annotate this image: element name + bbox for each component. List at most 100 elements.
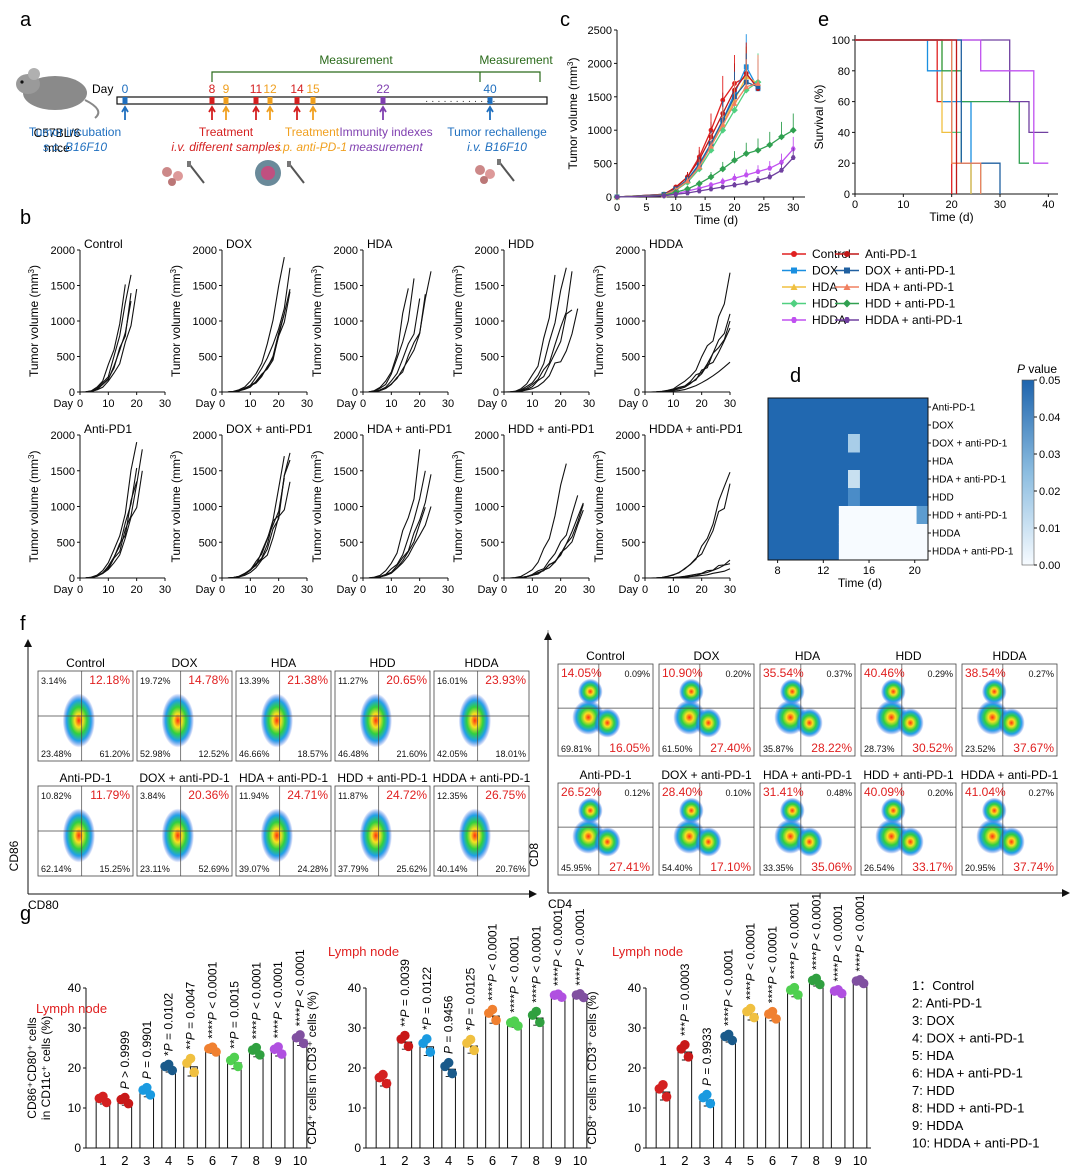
y-tick-label: 500	[594, 159, 612, 171]
y-tick-label: 40	[838, 127, 850, 139]
timeline-day-11: 11	[250, 82, 263, 96]
data-point	[742, 150, 750, 157]
growth-curve	[222, 477, 285, 579]
p-value-label: ****P < 0.0001	[205, 961, 219, 1038]
y-tick-label: 2000	[616, 245, 640, 257]
x-tick-label: 30	[301, 584, 313, 596]
data-point	[614, 194, 620, 200]
data-dot	[229, 1052, 240, 1063]
heatmap-row-label: HDDA	[932, 529, 961, 540]
flow-plot-title: HDA + anti-PD-1	[763, 768, 852, 782]
timeline-day-marker	[209, 97, 215, 104]
data-dot	[553, 989, 563, 999]
subplot-title: HDD	[508, 237, 534, 251]
heatmap-cell	[916, 524, 928, 543]
x-tick-label: 20	[555, 584, 567, 596]
x-axis-label: Day	[477, 398, 497, 410]
x-axis-label: Day	[53, 398, 73, 410]
flow-plot-title: DOX + anti-PD-1	[139, 771, 230, 785]
x-tick-label: 8	[775, 565, 781, 577]
panel-label-d: d	[790, 365, 801, 387]
heatmap-row-label: Anti-PD-1	[932, 403, 976, 414]
legend-label: HDA	[812, 280, 837, 294]
quadrant-lr: 33.17%	[912, 860, 953, 874]
data-dot	[793, 990, 803, 1000]
flow-density	[577, 678, 603, 705]
x-tick-label: 30	[583, 398, 595, 410]
x-tick-label: 0	[77, 398, 83, 410]
timeline-arrow	[379, 105, 387, 120]
y-tick-label: 1000	[334, 502, 358, 514]
quadrant-ul: 41.04%	[965, 785, 1006, 799]
colorbar-tick: 0.03	[1039, 449, 1060, 461]
y-tick-label: 1500	[616, 466, 640, 478]
syringe-icon	[287, 161, 305, 184]
flow-density	[62, 693, 95, 748]
legend-label: HDD	[812, 297, 838, 311]
flow-plot-title: HDA	[795, 649, 820, 663]
y-tick-label: 40	[628, 981, 642, 995]
y-tick-label: 1000	[475, 316, 499, 328]
x-tick-label: 10	[244, 398, 256, 410]
y-tick-label: 500	[199, 537, 217, 549]
y-tick-label: 2000	[616, 430, 640, 442]
timeline-arrow	[309, 105, 317, 120]
bar	[183, 1066, 198, 1149]
data-point	[684, 178, 691, 184]
y-tick-label: 1000	[616, 502, 640, 514]
series-line	[616, 157, 794, 198]
x-tick-label: 1	[379, 1153, 386, 1168]
quadrant-lr: 21.60%	[396, 749, 427, 759]
heatmap-row-label: HDA + anti-PD-1	[932, 475, 1007, 486]
data-dot	[789, 982, 800, 993]
y-tick-label: 2000	[51, 430, 75, 442]
quadrant-ul: 11.27%	[338, 676, 368, 686]
growth-curve	[363, 474, 432, 579]
growth-subplot: 0 500 1000 1500 2000 0 10 20 30 Day HDA + anti-PD1…	[310, 422, 454, 596]
bar	[397, 1041, 413, 1149]
heatmap-cell	[838, 524, 851, 543]
quadrant-ur: 20.36%	[188, 788, 229, 802]
legend-marker	[844, 251, 850, 257]
flow-density	[897, 708, 924, 738]
y-axis-label: Tumor volume (mm3)	[310, 265, 324, 377]
survival-curve	[855, 39, 958, 194]
quadrant-ll: 45.95%	[561, 863, 592, 873]
quadrant-ur: 0.48%	[826, 788, 852, 798]
x-tick-label: 10	[385, 398, 397, 410]
p-value-label: ****P < 0.0001	[249, 962, 263, 1039]
bar	[765, 1015, 780, 1149]
growth-curve	[79, 481, 138, 579]
heatmap-cell	[893, 542, 906, 561]
x-tick-label: 16	[863, 565, 875, 577]
x-tick-label: 8	[813, 1153, 820, 1168]
group-legend-item: 3: DOX	[912, 1013, 955, 1028]
flow-density	[62, 808, 95, 863]
p-value-label: ****P < 0.0001	[271, 961, 285, 1038]
growth-subplot: 0 500 1000 1500 2000 0 10 20 30 Day HDA Tumor volum…	[310, 237, 454, 410]
data-point	[731, 106, 738, 114]
flow-x-axis-label: CD4	[548, 897, 572, 911]
x-tick-label: 0	[852, 199, 858, 211]
flow-density	[796, 708, 823, 738]
data-point	[755, 169, 761, 175]
bar	[485, 1015, 500, 1149]
y-tick-label: 500	[622, 537, 640, 549]
y-tick-label: 30	[68, 1021, 82, 1035]
y-tick-label: 2000	[193, 245, 217, 257]
timeline-dots: · · · · · · · · · · · ·	[425, 96, 496, 107]
x-axis-label: Day	[53, 584, 73, 596]
subplot-title: DOX	[226, 237, 252, 251]
data-dot	[145, 1090, 156, 1100]
data-point	[696, 188, 702, 194]
heatmap-cell	[870, 506, 883, 525]
y-tick-label: 100	[832, 35, 850, 47]
data-point	[661, 193, 667, 199]
flow-density	[359, 808, 392, 863]
y-axis-label: Survival (%)	[812, 85, 826, 150]
x-tick-label: 20	[696, 584, 708, 596]
quadrant-lr: 27.40%	[710, 741, 751, 755]
x-tick-label: 4	[165, 1153, 172, 1168]
heatmap-cell	[848, 524, 860, 543]
heatmap-cell	[838, 506, 851, 525]
